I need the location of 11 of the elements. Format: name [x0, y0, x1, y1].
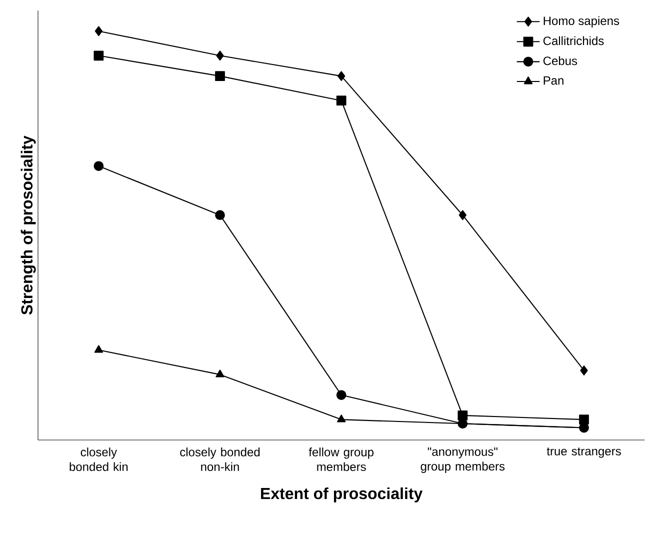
- x-tick-label: "anonymous" group members: [420, 448, 505, 473]
- x-tick-label: true strangers: [546, 448, 621, 458]
- legend-label: Pan: [544, 76, 564, 85]
- y-axis-title: Strength of prosociality: [20, 136, 36, 315]
- x-tick-label: closely bonded non-kin: [180, 448, 260, 472]
- legend-label: Homo sapiens: [544, 16, 620, 28]
- x-tick-label: closely bonded kin: [70, 448, 128, 472]
- legend-label: Callitrichids: [543, 36, 604, 46]
- x-tick-label: fellow group members: [308, 448, 374, 472]
- legend-label: Cebus: [543, 56, 578, 66]
- x-axis-title: Extent of prosociality: [261, 487, 423, 502]
